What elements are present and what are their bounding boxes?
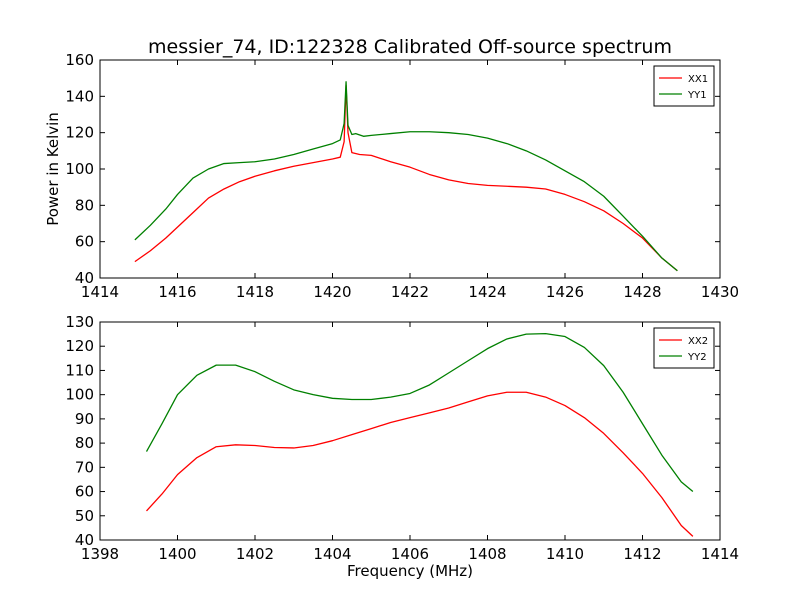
bottom-xtick-label: 1400 xyxy=(158,545,196,563)
top-ytick-label: 140 xyxy=(65,87,94,105)
top-panel: 1414 1416 1418 1420 1422 1424 1426 1428 1430 40 60… xyxy=(44,51,739,301)
top-legend-label-yy1: YY1 xyxy=(687,90,707,101)
bottom-xtick-label: 1406 xyxy=(391,545,429,563)
bottom-ytick-label: 100 xyxy=(65,386,94,404)
top-ytick-label: 80 xyxy=(75,196,94,214)
bottom-legend-box xyxy=(653,327,715,369)
bottom-xtick-label: 1414 xyxy=(701,545,739,563)
top-xtick-label: 1430 xyxy=(701,283,739,301)
bottom-ytick-label: 50 xyxy=(75,507,94,525)
bottom-xtick-label: 1408 xyxy=(468,545,506,563)
chart-title: messier_74, ID:122328 Calibrated Off-sou… xyxy=(148,36,672,58)
bottom-ytick-label: 130 xyxy=(65,313,94,331)
top-xtick-label: 1420 xyxy=(313,283,351,301)
top-xtick-label: 1416 xyxy=(158,283,196,301)
top-series-yy1 xyxy=(134,81,678,272)
bottom-ytick-label: 90 xyxy=(75,410,94,428)
bottom-xtick-label: 1412 xyxy=(623,545,661,563)
bottom-xtick-label: 1398 xyxy=(81,545,119,563)
top-xtick-label: 1422 xyxy=(391,283,429,301)
top-xtick-label: 1428 xyxy=(623,283,661,301)
top-ytick-label: 120 xyxy=(65,124,94,142)
top-legend-label-xx1: XX1 xyxy=(688,74,708,85)
top-xtick-label: 1424 xyxy=(468,283,506,301)
bottom-legend-label-yy2: YY2 xyxy=(687,352,707,363)
top-series-xx1 xyxy=(134,84,678,272)
bottom-plot-frame xyxy=(99,321,721,541)
bottom-xtick-label: 1402 xyxy=(236,545,274,563)
bottom-series-yy2 xyxy=(145,332,694,493)
bottom-xtick-label: 1410 xyxy=(546,545,584,563)
bottom-ytick-label: 70 xyxy=(75,458,94,476)
top-ytick-label: 40 xyxy=(75,269,94,287)
bottom-xtick-label: 1404 xyxy=(313,545,351,563)
top-ytick-label: 100 xyxy=(65,160,94,178)
bottom-xlabel: Frequency (MHz) xyxy=(347,562,473,580)
top-ytick-label: 60 xyxy=(75,233,94,251)
bottom-ytick-label: 80 xyxy=(75,434,94,452)
top-plot-frame xyxy=(99,59,721,279)
top-ytick-label: 160 xyxy=(65,51,94,69)
top-xtick-label: 1418 xyxy=(236,283,274,301)
bottom-ytick-label: 110 xyxy=(65,361,94,379)
top-xtick-label: 1426 xyxy=(546,283,584,301)
top-legend-box xyxy=(653,65,715,107)
bottom-ytick-label: 40 xyxy=(75,531,94,549)
bottom-ytick-label: 60 xyxy=(75,483,94,501)
bottom-series-xx2 xyxy=(146,391,694,537)
bottom-legend-label-xx2: XX2 xyxy=(688,336,708,347)
bottom-panel: 1398 1400 1402 1404 1406 1408 1410 1412 1414 40 50… xyxy=(65,313,739,580)
top-xtick-label: 1414 xyxy=(81,283,119,301)
top-ylabel: Power in Kelvin xyxy=(44,112,62,226)
bottom-ytick-label: 120 xyxy=(65,337,94,355)
